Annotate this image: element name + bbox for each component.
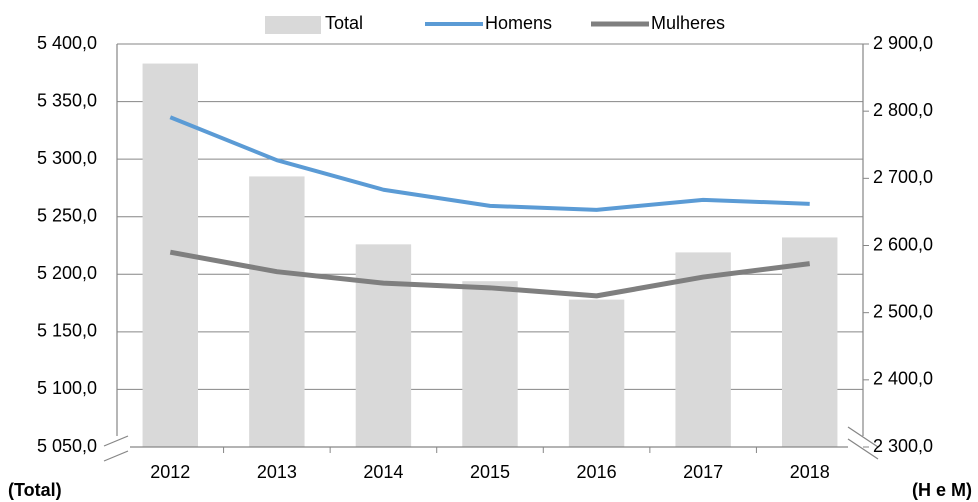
bar bbox=[462, 281, 518, 447]
x-tick-label: 2012 bbox=[150, 462, 190, 482]
y-tick-label: 5 150,0 bbox=[37, 321, 97, 341]
x-tick-label: 2014 bbox=[363, 462, 403, 482]
x-tick-label: 2015 bbox=[470, 462, 510, 482]
line bbox=[169, 115, 810, 212]
y-axis-label: (Total) bbox=[8, 480, 62, 500]
bar bbox=[568, 299, 625, 447]
y2-tick-label: 2 500,0 bbox=[873, 301, 933, 321]
x-tick-label: 2016 bbox=[577, 462, 617, 482]
y2-tick-label: 2 800,0 bbox=[873, 100, 933, 120]
line bbox=[169, 249, 811, 299]
y-tick-label: 5 100,0 bbox=[37, 378, 97, 398]
bar bbox=[249, 176, 305, 447]
y-tick-label: 5 250,0 bbox=[37, 205, 97, 225]
y2-tick-label: 2 300,0 bbox=[873, 436, 933, 456]
legend-label: Mulheres bbox=[651, 13, 725, 33]
y-tick-label: 5 200,0 bbox=[37, 263, 97, 283]
bar bbox=[355, 244, 412, 447]
legend-label: Homens bbox=[485, 13, 552, 33]
axis-break bbox=[100, 426, 879, 462]
y-tick-label: 5 400,0 bbox=[37, 33, 97, 53]
y-tick-label: 5 350,0 bbox=[37, 90, 97, 110]
x-tick-label: 2013 bbox=[257, 462, 297, 482]
y2-tick-label: 2 600,0 bbox=[873, 234, 933, 254]
y-tick-label: 5 050,0 bbox=[37, 436, 97, 456]
y2-tick-label: 2 400,0 bbox=[873, 369, 933, 389]
y2-tick-label: 2 700,0 bbox=[873, 167, 933, 187]
y2-tick-label: 2 900,0 bbox=[873, 33, 933, 53]
legend-swatch bbox=[265, 16, 321, 34]
x-tick-label: 2018 bbox=[790, 462, 830, 482]
y2-axis-label: (H e M) bbox=[912, 480, 972, 500]
bar bbox=[675, 252, 731, 447]
legend-label: Total bbox=[325, 13, 363, 33]
bar bbox=[782, 237, 838, 447]
y-tick-label: 5 300,0 bbox=[37, 148, 97, 168]
x-tick-label: 2017 bbox=[683, 462, 723, 482]
